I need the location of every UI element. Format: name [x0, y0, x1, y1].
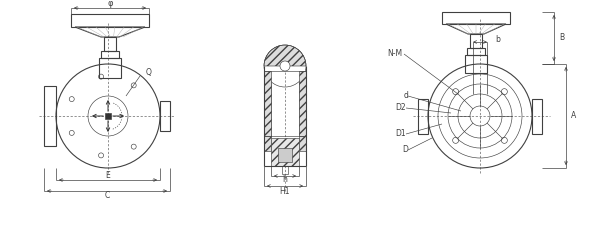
Bar [282, 166, 288, 174]
Text: E: E [106, 172, 110, 180]
Text: A: A [571, 111, 576, 121]
Text: H1: H1 [280, 186, 290, 195]
Text: h: h [283, 176, 287, 184]
Text: C: C [104, 191, 110, 201]
Text: b: b [496, 36, 500, 44]
Text: N-M: N-M [387, 50, 402, 58]
Bar [44, 86, 56, 146]
Bar [264, 81, 271, 151]
Text: d: d [403, 91, 408, 100]
Text: D1: D1 [395, 129, 406, 139]
Circle shape [280, 61, 290, 71]
Bar [105, 113, 111, 119]
Bar [271, 138, 299, 166]
Bar [467, 48, 485, 55]
Bar [101, 51, 119, 58]
Text: φ: φ [107, 0, 113, 8]
Bar [99, 58, 121, 78]
Bar [299, 71, 306, 136]
Bar [160, 101, 170, 131]
Bar [71, 14, 149, 27]
Bar [418, 99, 428, 134]
Bar [470, 34, 482, 48]
Wedge shape [264, 45, 306, 66]
Text: D2: D2 [395, 103, 406, 113]
Bar [299, 81, 306, 151]
Bar [278, 148, 292, 162]
Text: B: B [559, 33, 564, 43]
Text: D: D [402, 146, 408, 154]
Bar [442, 12, 510, 24]
Text: Q: Q [146, 69, 152, 77]
Bar [104, 37, 116, 51]
Bar [465, 55, 487, 73]
Bar [264, 71, 271, 136]
Bar [532, 99, 542, 134]
